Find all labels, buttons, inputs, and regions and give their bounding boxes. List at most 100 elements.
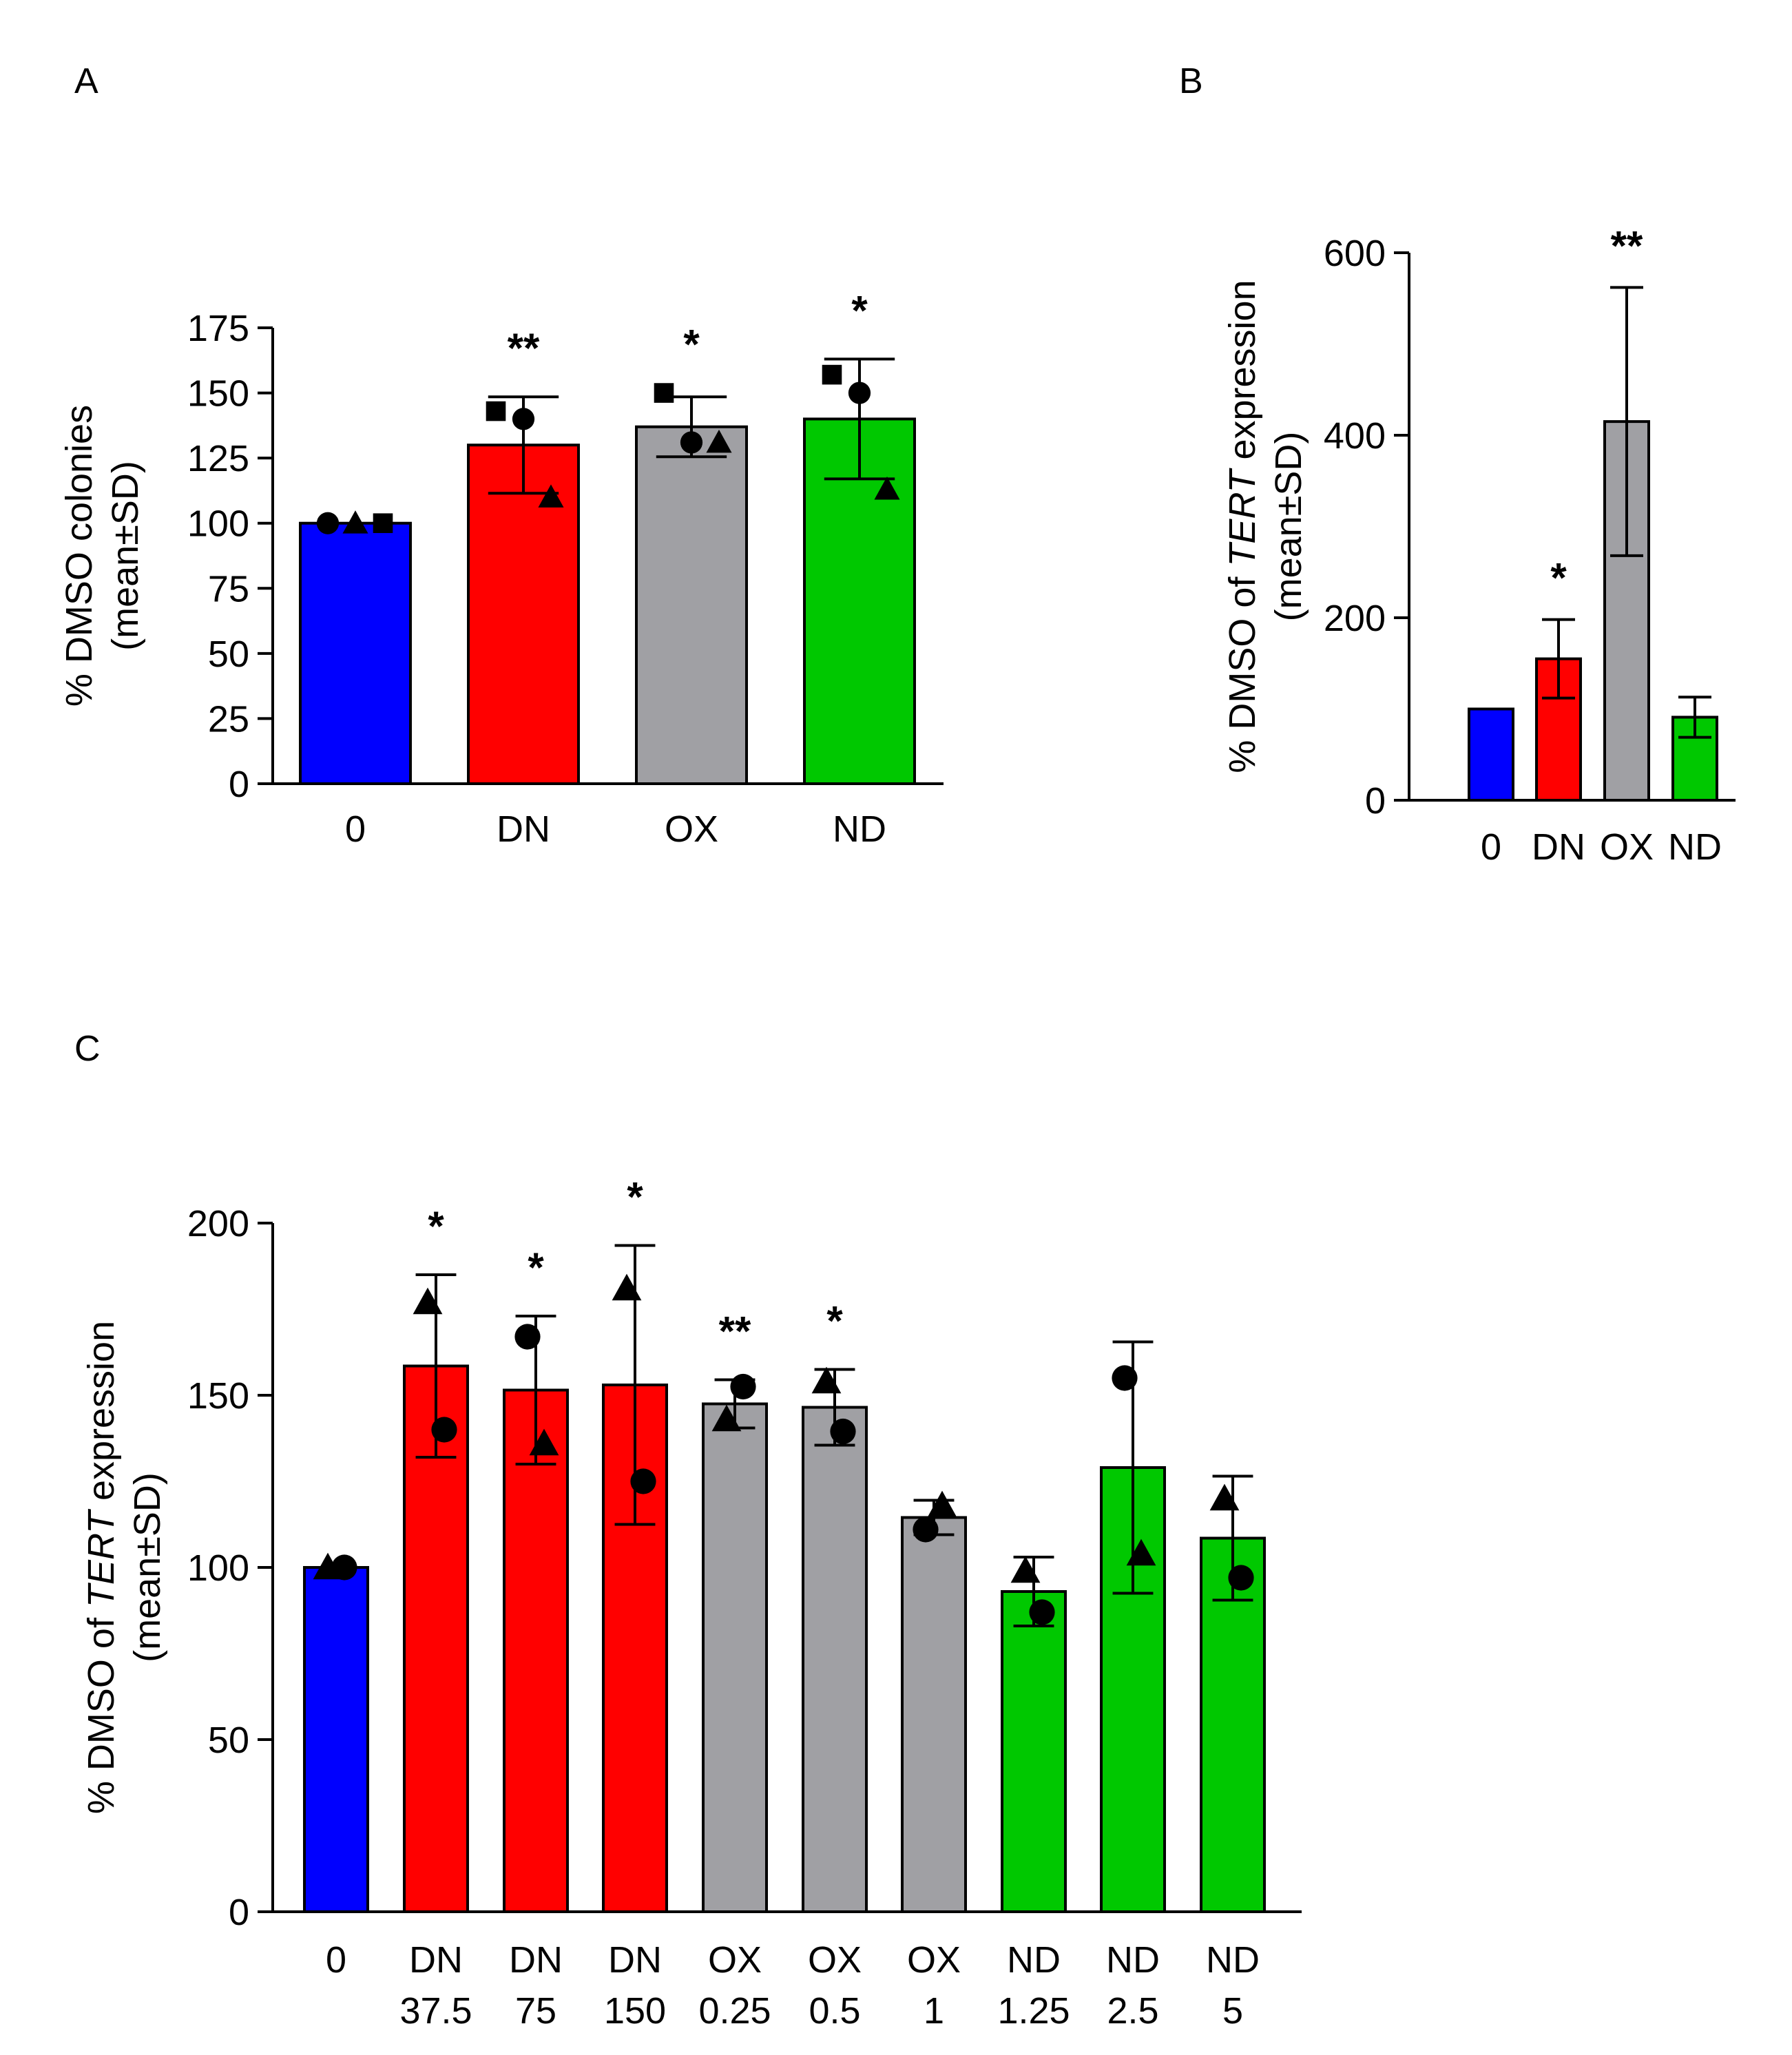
bar	[635, 425, 748, 785]
x-tick-label: 0.5	[809, 1990, 860, 2032]
y-tick-label: 100	[187, 1547, 249, 1589]
y-tick-label: 0	[229, 1892, 249, 1933]
data-point-triangle	[811, 1366, 842, 1394]
data-point-triangle	[874, 476, 900, 500]
x-tick-label: ND	[833, 809, 886, 850]
panel-letter: A	[74, 61, 98, 101]
bar	[303, 1566, 369, 1913]
bar	[1468, 707, 1514, 802]
significance-marker: **	[1611, 222, 1643, 269]
panel-letter: C	[74, 1029, 101, 1069]
bar	[503, 1388, 569, 1913]
y-tick-label: 75	[208, 568, 249, 609]
data-point-circle	[680, 431, 703, 454]
y-tick-label: 0	[229, 764, 249, 805]
y-axis-subtitle: (mean±SD)	[127, 1472, 168, 1662]
data-point-circle	[730, 1373, 756, 1400]
panel-b: B 0 200 400 600 % DMSO of TERT expression(mea…	[1179, 61, 1736, 868]
x-tick-label: OX	[907, 1939, 961, 1981]
y-tick-label: 100	[187, 503, 249, 545]
y-axis-title: % DMSO of TERT expression	[1222, 280, 1263, 773]
x-tick-label: 0.25	[698, 1990, 771, 2032]
x-tick-label: OX	[808, 1939, 862, 1981]
significance-marker: *	[826, 1298, 843, 1344]
significance-marker: **	[508, 325, 540, 371]
y-axis-title-suffix: expression	[81, 1321, 122, 1511]
y-tick-label: 200	[1324, 598, 1386, 639]
x-tick-label: OX	[665, 809, 718, 850]
x-tick-label: 1.25	[997, 1990, 1070, 2032]
y-axis-title-prefix: % DMSO of	[81, 1607, 122, 1814]
y-tick-label: 25	[208, 698, 249, 740]
significance-marker: *	[1550, 555, 1567, 601]
x-tick-label: 1	[924, 1990, 944, 2032]
x-tick-label: 2.5	[1107, 1990, 1158, 2032]
data-point-triangle	[927, 1490, 957, 1518]
data-point-circle	[512, 408, 535, 430]
data-point-triangle	[342, 510, 368, 534]
y-tick-label: 200	[187, 1203, 249, 1244]
y-axis-title: % DMSO colonies	[59, 405, 100, 707]
x-tick-label: 5	[1222, 1990, 1243, 2032]
y-tick-label: 600	[1324, 233, 1386, 274]
data-point-triangle	[1209, 1483, 1240, 1511]
panel-letter: B	[1179, 61, 1203, 101]
x-tick-label: DN	[497, 809, 550, 850]
y-tick-label: 50	[208, 1720, 249, 1761]
y-axis-title: % DMSO of TERT expression	[81, 1321, 122, 1814]
y-tick-label: 125	[187, 438, 249, 479]
data-point-triangle	[1010, 1556, 1041, 1583]
y-axis-title-gene: TERT	[1222, 468, 1263, 567]
data-point-triangle	[413, 1287, 443, 1315]
x-tick-label: DN	[409, 1939, 463, 1981]
x-tick-label: ND	[1007, 1939, 1061, 1981]
x-tick-label: ND	[1206, 1939, 1260, 1981]
y-tick-label: 50	[208, 634, 249, 675]
panel-c: C 0 50 100 150 200 % DMSO of TERT expression(m…	[74, 1029, 1302, 2032]
data-point-circle	[316, 512, 340, 534]
bar	[702, 1402, 768, 1913]
data-point-triangle	[706, 429, 732, 453]
y-tick-label: 150	[187, 373, 249, 415]
x-tick-label: DN	[1532, 826, 1585, 868]
data-point-triangle	[538, 484, 564, 508]
significance-marker: *	[627, 1174, 643, 1220]
significance-marker: *	[683, 322, 700, 368]
y-tick-label: 175	[187, 308, 249, 349]
y-tick-label: 400	[1324, 415, 1386, 457]
x-tick-label: OX	[708, 1939, 762, 1981]
y-axis-subtitle: (mean±SD)	[1268, 432, 1309, 622]
data-point-triangle	[1126, 1538, 1156, 1566]
x-tick-label: 150	[604, 1990, 666, 2032]
data-point-triangle	[612, 1273, 642, 1301]
significance-marker: *	[428, 1203, 444, 1249]
data-point-square	[373, 513, 393, 534]
bar	[901, 1516, 967, 1913]
data-point-square	[486, 401, 506, 421]
x-tick-label: 37.5	[399, 1990, 472, 2032]
x-tick-label: ND	[1106, 1939, 1160, 1981]
panel-a: A 0 25 50 75 100 125 150 175 % DMSO colonies (mean…	[59, 61, 944, 850]
y-axis-title-prefix: % DMSO of	[1222, 567, 1263, 773]
data-point-square	[654, 383, 674, 403]
data-point-circle	[1029, 1599, 1055, 1625]
x-tick-label: DN	[608, 1939, 662, 1981]
y-axis-title-suffix: expression	[1222, 280, 1263, 470]
data-point-circle	[830, 1418, 856, 1445]
y-tick-label: 0	[1365, 780, 1386, 822]
x-tick-label: OX	[1600, 826, 1654, 868]
bar	[802, 1406, 868, 1913]
data-point-triangle	[529, 1428, 559, 1456]
bar	[1001, 1590, 1067, 1913]
data-point-circle	[848, 382, 871, 404]
data-point-circle	[913, 1516, 939, 1543]
data-point-circle	[514, 1324, 541, 1350]
y-tick-label: 150	[187, 1375, 249, 1417]
x-tick-label: DN	[509, 1939, 563, 1981]
data-point-circle	[630, 1468, 656, 1494]
data-point-circle	[331, 1554, 357, 1581]
x-tick-label: 75	[515, 1990, 556, 2032]
y-axis-title-gene: TERT	[81, 1508, 122, 1607]
bar	[467, 444, 580, 785]
